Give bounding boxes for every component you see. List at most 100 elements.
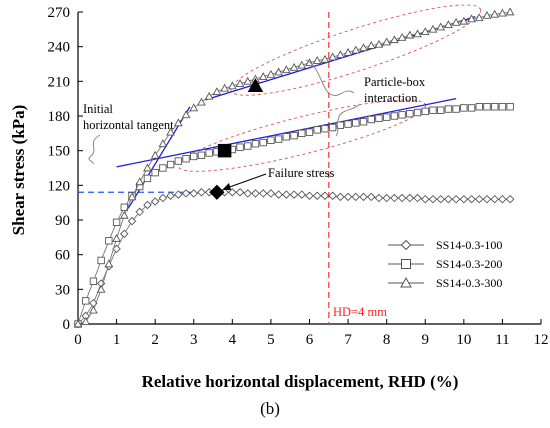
data-point-SS14-0.3-300 bbox=[135, 177, 145, 186]
data-point-SS14-0.3-100 bbox=[382, 193, 391, 203]
data-point-SS14-0.3-100 bbox=[390, 193, 399, 203]
data-point-SS14-0.3-300 bbox=[351, 45, 361, 54]
legend-label-100: SS14-0.3-100 bbox=[436, 238, 502, 252]
data-point-SS14-0.3-300 bbox=[428, 24, 438, 33]
data-point-SS14-0.3-200 bbox=[159, 164, 167, 172]
data-point-SS14-0.3-300 bbox=[119, 210, 129, 219]
highlight-markers bbox=[209, 78, 264, 200]
data-point-SS14-0.3-300 bbox=[505, 7, 515, 16]
data-point-SS14-0.3-300 bbox=[420, 27, 430, 35]
data-point-SS14-0.3-300 bbox=[204, 91, 214, 100]
legend-diamond-marker bbox=[400, 239, 412, 251]
data-point-SS14-0.3-300 bbox=[158, 139, 168, 148]
data-point-SS14-0.3-200 bbox=[328, 123, 337, 132]
data-point-SS14-0.3-200 bbox=[290, 131, 298, 140]
data-point-SS14-0.3-300 bbox=[266, 69, 276, 78]
data-point-SS14-0.3-100 bbox=[405, 193, 415, 203]
data-point-SS14-0.3-200 bbox=[436, 106, 445, 114]
data-point-SS14-0.3-100 bbox=[243, 189, 253, 198]
data-point-SS14-0.3-100 bbox=[258, 189, 268, 198]
data-point-SS14-0.3-300 bbox=[382, 37, 392, 46]
data-point-SS14-0.3-200 bbox=[321, 125, 329, 133]
data-point-SS14-0.3-100 bbox=[120, 229, 129, 239]
data-point-SS14-0.3-200 bbox=[313, 126, 321, 134]
data-point-SS14-0.3-200 bbox=[190, 152, 198, 161]
data-point-SS14-0.3-200 bbox=[382, 113, 391, 121]
annotation-failure-text: Failure stress bbox=[268, 166, 334, 180]
x-tick-label: 10 bbox=[456, 332, 471, 348]
y-tick-label: 240 bbox=[48, 40, 71, 56]
highlight-point-square bbox=[217, 143, 232, 158]
data-point-SS14-0.3-100 bbox=[490, 194, 499, 204]
data-point-SS14-0.3-300 bbox=[258, 72, 268, 81]
x-tick-label: 12 bbox=[534, 332, 549, 348]
data-point-SS14-0.3-300 bbox=[150, 150, 160, 159]
x-tick-label: 7 bbox=[344, 332, 352, 348]
x-tick-label: 2 bbox=[151, 332, 159, 348]
data-point-SS14-0.3-100 bbox=[166, 191, 175, 200]
data-point-SS14-0.3-200 bbox=[143, 174, 152, 183]
data-point-SS14-0.3-200 bbox=[406, 109, 414, 118]
data-point-SS14-0.3-200 bbox=[367, 115, 375, 124]
data-point-SS14-0.3-200 bbox=[359, 118, 368, 126]
hd-label: HD=4 mm bbox=[333, 305, 387, 319]
data-point-SS14-0.3-200 bbox=[174, 157, 183, 165]
data-point-SS14-0.3-300 bbox=[390, 35, 399, 44]
data-point-SS14-0.3-300 bbox=[366, 40, 376, 49]
annotation-failure-arrowhead bbox=[222, 183, 231, 190]
data-point-SS14-0.3-200 bbox=[398, 111, 406, 119]
data-point-SS14-0.3-100 bbox=[336, 192, 345, 202]
y-axis-title: Shear stress (kPa) bbox=[9, 105, 28, 236]
axes: 0 1 2 3 4 5 6 7 8 9 10 11 12030609012015018021024027… bbox=[48, 5, 549, 348]
data-point-SS14-0.3-300 bbox=[451, 17, 461, 26]
data-point-SS14-0.3-300 bbox=[89, 305, 98, 314]
y-tick-label: 90 bbox=[55, 213, 70, 229]
data-point-SS14-0.3-100 bbox=[297, 190, 307, 199]
data-point-SS14-0.3-100 bbox=[143, 200, 152, 210]
data-point-SS14-0.3-100 bbox=[498, 194, 507, 204]
data-point-SS14-0.3-200 bbox=[429, 106, 437, 114]
data-point-SS14-0.3-200 bbox=[205, 149, 213, 157]
data-point-SS14-0.3-300 bbox=[490, 9, 500, 18]
series-SS14-0.3-300 bbox=[73, 7, 515, 328]
data-point-SS14-0.3-200 bbox=[421, 107, 429, 116]
data-point-SS14-0.3-300 bbox=[343, 47, 353, 56]
series-layer bbox=[73, 7, 515, 329]
data-point-SS14-0.3-100 bbox=[359, 192, 368, 202]
data-point-SS14-0.3-300 bbox=[297, 60, 307, 69]
data-point-SS14-0.3-100 bbox=[189, 189, 198, 198]
data-point-SS14-0.3-300 bbox=[243, 76, 253, 85]
data-point-SS14-0.3-200 bbox=[166, 160, 175, 169]
data-point-SS14-0.3-300 bbox=[73, 319, 83, 328]
data-point-SS14-0.3-100 bbox=[197, 188, 206, 197]
data-point-SS14-0.3-100 bbox=[135, 207, 144, 217]
data-point-SS14-0.3-300 bbox=[220, 83, 229, 92]
data-point-SS14-0.3-100 bbox=[305, 191, 314, 200]
annotation-particle-box: Particle-box interaction bbox=[305, 59, 426, 137]
data-point-SS14-0.3-300 bbox=[181, 110, 191, 119]
data-point-SS14-0.3-100 bbox=[459, 194, 469, 204]
annotation-failure-arrow-line bbox=[223, 173, 267, 190]
data-point-SS14-0.3-100 bbox=[312, 191, 322, 200]
data-point-SS14-0.3-300 bbox=[274, 67, 283, 76]
highlight-ellipse-2 bbox=[230, 4, 482, 96]
data-point-SS14-0.3-200 bbox=[390, 112, 399, 120]
data-point-SS14-0.3-100 bbox=[127, 216, 137, 226]
data-point-SS14-0.3-200 bbox=[305, 128, 314, 136]
data-point-SS14-0.3-300 bbox=[359, 43, 368, 52]
data-point-SS14-0.3-200 bbox=[444, 105, 453, 113]
data-point-SS14-0.3-100 bbox=[467, 194, 476, 204]
data-point-SS14-0.3-300 bbox=[336, 50, 345, 59]
data-point-SS14-0.3-300 bbox=[197, 97, 206, 106]
data-point-SS14-0.3-100 bbox=[397, 193, 407, 203]
x-tick-label: 9 bbox=[422, 332, 430, 348]
data-point-SS14-0.3-100 bbox=[274, 190, 283, 199]
y-tick-label: 30 bbox=[55, 282, 70, 298]
data-point-SS14-0.3-300 bbox=[482, 10, 492, 19]
data-point-SS14-0.3-300 bbox=[289, 62, 299, 71]
annotation-initial-leader bbox=[88, 134, 101, 165]
data-point-SS14-0.3-200 bbox=[506, 103, 514, 111]
data-point-SS14-0.3-200 bbox=[182, 155, 190, 163]
annotation-particle-line2: interaction bbox=[364, 91, 418, 105]
